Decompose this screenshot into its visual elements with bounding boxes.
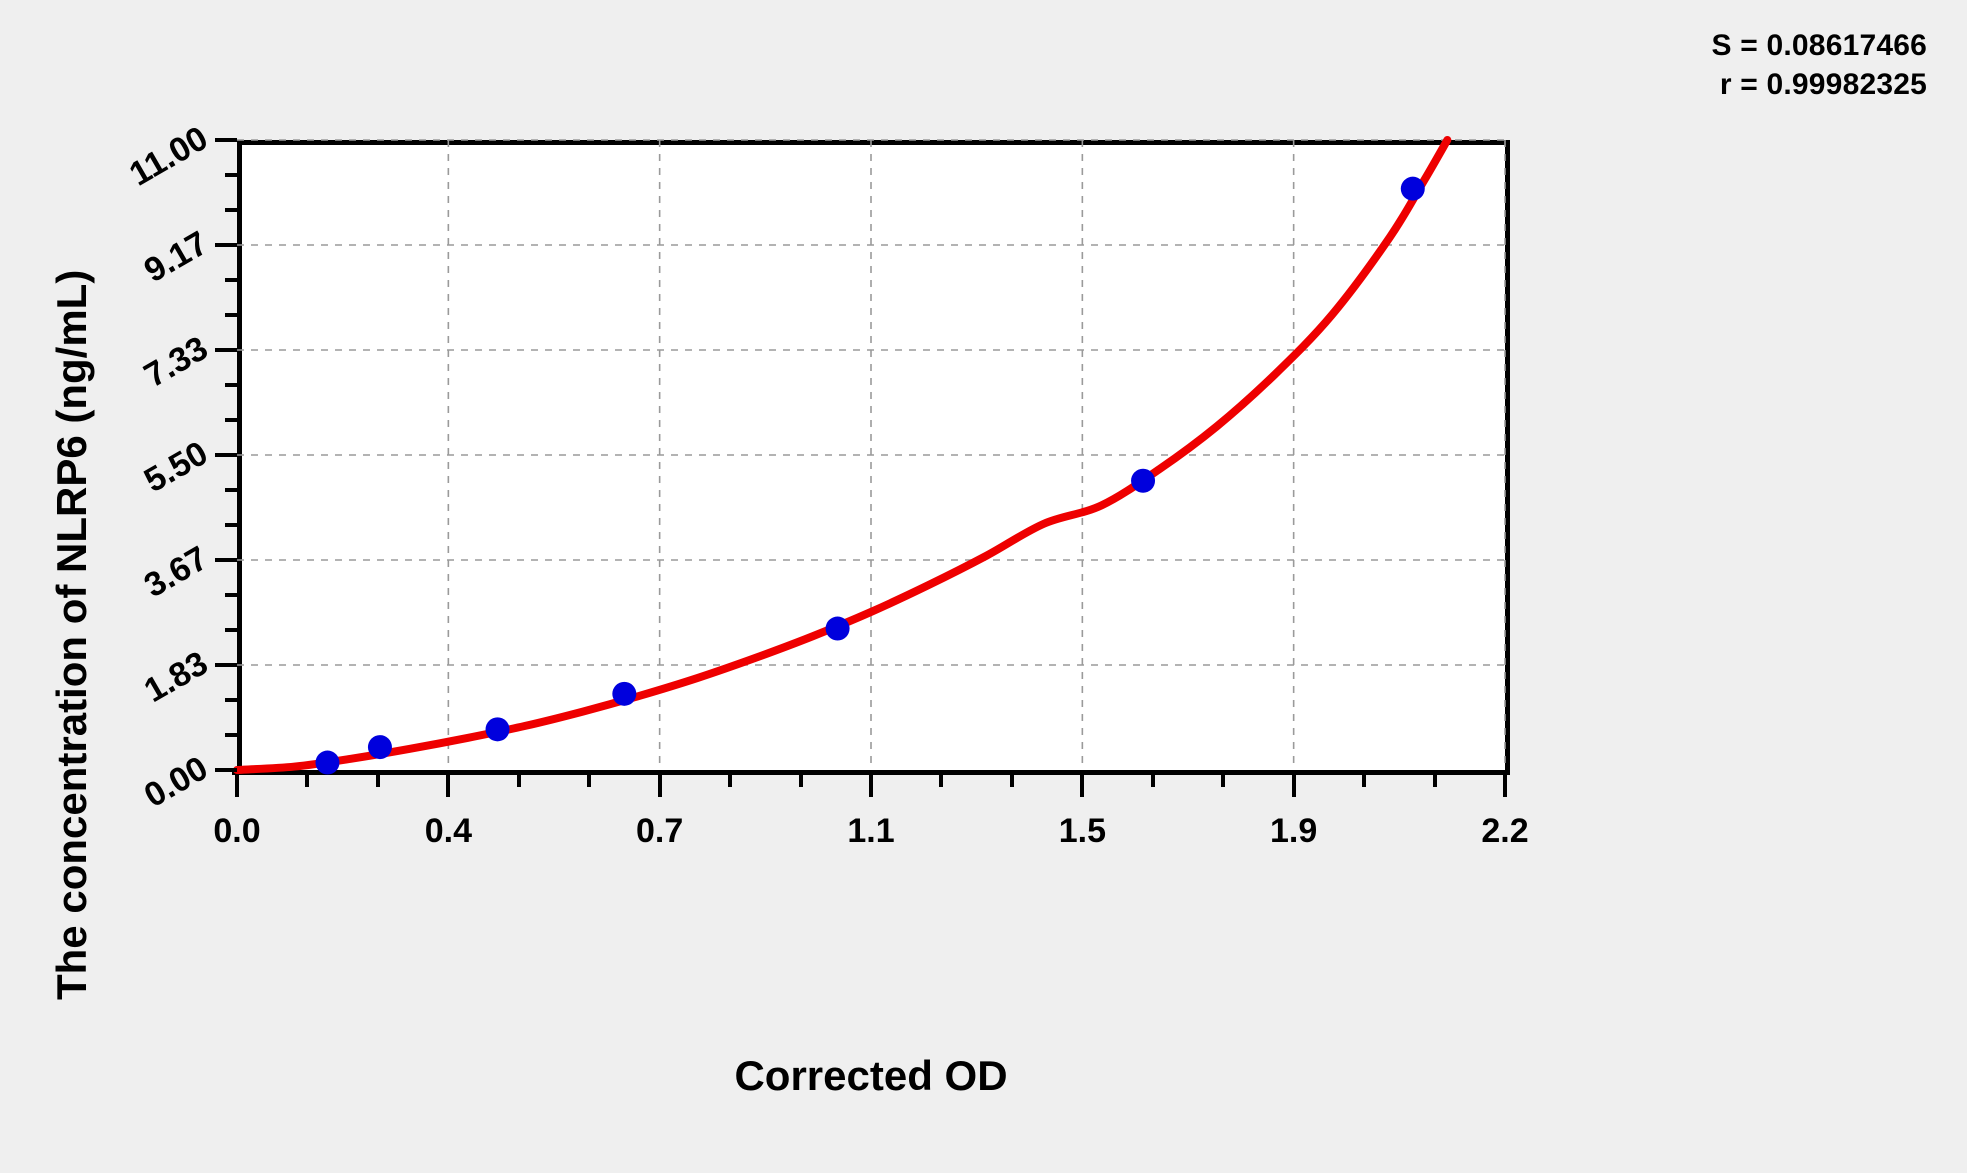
annotation-r-value: r = 0.99982325 <box>1719 68 1927 101</box>
y-axis-tick-label: 5.50 <box>138 434 215 501</box>
y-axis-tick-label-text: 0.00 <box>137 749 215 816</box>
y-axis-tick-label: 11.00 <box>123 119 215 194</box>
x-axis-tick-major <box>657 775 662 797</box>
x-axis-tick-minor <box>305 775 310 787</box>
x-axis-tick-major <box>1291 775 1296 797</box>
y-axis-tick-label: 1.83 <box>138 644 215 711</box>
y-axis-tick-label-text: 5.50 <box>137 434 215 501</box>
data-point-marker <box>485 717 510 742</box>
x-axis-tick-label: 0.0 <box>213 812 261 850</box>
y-axis-tick-label-text: 9.17 <box>137 224 215 291</box>
x-axis-tick-minor <box>1009 775 1014 787</box>
fitted-curve <box>233 136 1452 774</box>
y-axis-tick-label: 9.17 <box>138 224 215 291</box>
x-axis-tick-major <box>1503 775 1507 797</box>
y-axis-tick-minor <box>225 628 237 632</box>
data-point-marker <box>1131 468 1156 493</box>
y-axis-tick-label: 0.00 <box>138 749 215 816</box>
x-axis-tick-minor <box>516 775 521 787</box>
y-axis-tick-minor <box>225 418 237 422</box>
data-points <box>315 176 1425 775</box>
x-axis-tick-minor <box>1150 775 1155 787</box>
x-axis-tick-minor <box>1221 775 1226 787</box>
y-axis-tick-major <box>215 453 237 457</box>
fitted-curve-path <box>233 136 1452 774</box>
y-axis-title: The concentration of NLRP6 (ng/mL) <box>48 269 95 1000</box>
y-axis-tick-label-text: 7.33 <box>137 329 215 396</box>
y-axis-tick-major <box>215 348 237 352</box>
x-axis-tick-minor <box>798 775 803 787</box>
x-axis-tick-label: 1.1 <box>847 812 895 850</box>
x-axis-tick-minor <box>375 775 380 787</box>
x-axis-tick-minor <box>587 775 592 787</box>
y-axis-tick-label: 7.33 <box>138 329 215 396</box>
x-axis-tick-minor <box>1362 775 1367 787</box>
plot-area <box>233 136 1506 775</box>
data-point-marker <box>315 750 340 775</box>
data-point-marker <box>612 681 637 706</box>
x-axis-tick-major <box>446 775 451 797</box>
y-axis-tick-minor <box>225 172 237 177</box>
x-axis-tick-label: 0.7 <box>636 812 684 850</box>
x-axis-tick-minor <box>1432 775 1437 787</box>
x-axis-tick-major <box>869 775 873 797</box>
y-axis-tick-minor <box>225 487 237 492</box>
plot-frame-bottom-edge <box>232 770 1510 775</box>
data-point-marker <box>367 735 392 760</box>
y-axis-tick-major <box>215 242 237 247</box>
plot-frame <box>237 140 1510 775</box>
grid-lines <box>237 139 1506 770</box>
y-axis-tick-minor <box>225 207 237 212</box>
y-axis-tick-label-text: 11.00 <box>123 119 215 194</box>
y-axis-tick-label-text: 3.67 <box>137 539 215 606</box>
y-axis-tick-major <box>215 663 237 667</box>
y-axis-tick-label-text: 1.83 <box>137 644 215 711</box>
y-axis-tick-major <box>215 138 237 142</box>
x-axis-title: Corrected OD <box>734 1052 1008 1099</box>
y-axis-tick-minor <box>225 277 237 282</box>
y-axis-tick-label: 3.67 <box>138 539 215 606</box>
x-axis-tick-major <box>1080 775 1085 797</box>
y-axis-tick-major <box>215 768 237 772</box>
chart-annotations: S = 0.08617466 r = 0.99982325 <box>1712 26 1928 104</box>
y-axis-tick-minor <box>225 383 237 387</box>
y-axis-tick-minor <box>225 733 237 737</box>
data-point-marker <box>1400 176 1425 201</box>
y-axis-tick-major <box>215 557 237 562</box>
x-axis-tick-label: 2.2 <box>1481 812 1529 850</box>
x-axis-tick-major <box>235 775 239 797</box>
annotation-s-value: S = 0.08617466 <box>1711 29 1927 62</box>
x-axis-tick-minor <box>939 775 944 787</box>
y-axis-tick-minor <box>225 313 237 317</box>
y-axis-tick-minor <box>225 592 237 597</box>
x-axis-tick-label: 1.9 <box>1270 812 1318 850</box>
x-axis-tick-label: 0.4 <box>424 812 472 850</box>
y-axis-tick-minor <box>225 698 237 702</box>
data-point-marker <box>825 616 850 641</box>
x-axis-tick-minor <box>728 775 733 787</box>
x-axis-tick-label: 1.5 <box>1058 812 1106 850</box>
plot-frame-right-edge <box>1505 140 1510 775</box>
y-axis-tick-minor <box>225 522 237 527</box>
